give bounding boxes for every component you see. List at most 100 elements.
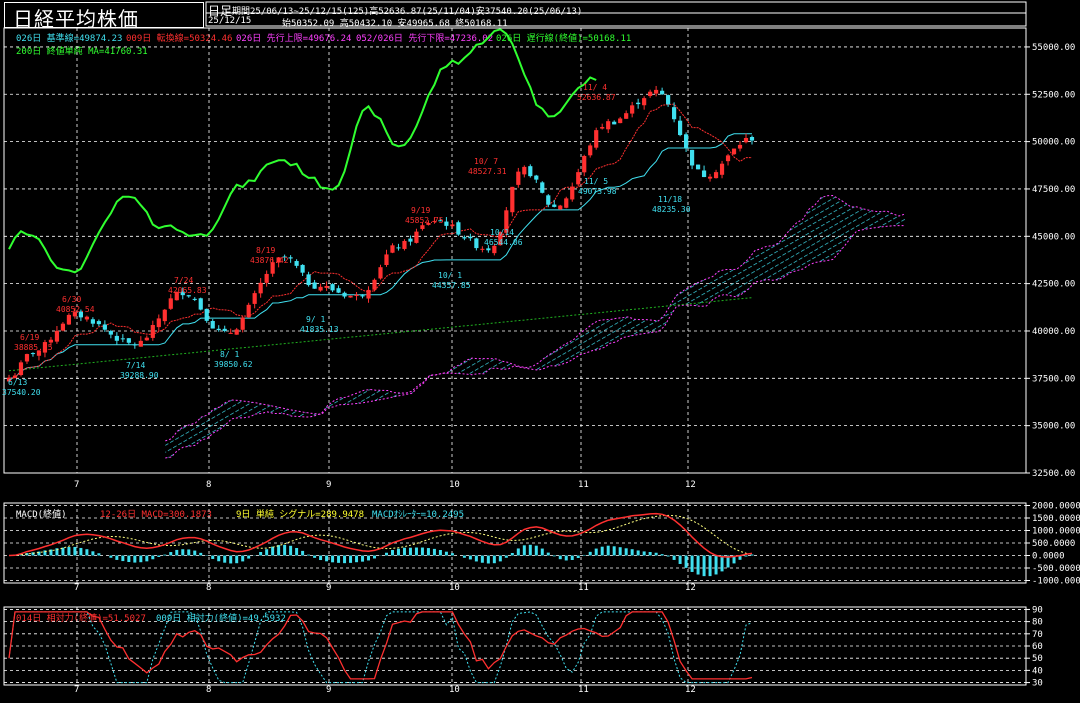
annotation-date: 9/19 xyxy=(411,206,430,215)
candle-body xyxy=(743,137,749,143)
main-panel-frame xyxy=(3,27,1027,474)
candle-body xyxy=(683,134,689,148)
annotation-date: 9/ 1 xyxy=(306,315,325,324)
rsi-tick-label: 30 xyxy=(1032,679,1043,689)
macd-tick-label: -500.0000 xyxy=(1032,564,1080,574)
candle-body xyxy=(270,262,275,274)
candle-body xyxy=(444,221,449,226)
x-tick-label: 7 xyxy=(74,480,79,490)
candle-body xyxy=(102,324,107,330)
candle-body xyxy=(48,339,54,343)
candle-body xyxy=(126,338,131,343)
candle-body xyxy=(534,175,539,180)
price-tick-label: 40000.00 xyxy=(1032,327,1075,337)
price-tick-label: 52500.00 xyxy=(1032,90,1075,100)
annotation-date: 7/24 xyxy=(174,276,193,285)
x-tick-label: 8 xyxy=(206,583,211,593)
candle-body xyxy=(420,225,425,229)
candle-body xyxy=(731,148,737,155)
base-line xyxy=(8,133,752,379)
price-tick-label: 32500.00 xyxy=(1032,469,1075,479)
candle-body xyxy=(252,293,257,304)
candle-body xyxy=(54,330,60,342)
rsi-tick-label: 90 xyxy=(1032,605,1043,615)
annotation-date: 6/19 xyxy=(20,333,39,342)
candle-body xyxy=(84,316,89,320)
annotation-value: 48235.30 xyxy=(652,205,691,214)
candle-body xyxy=(288,257,293,259)
legend-rsi14: 014日 相対力(終値)=51.5027 xyxy=(16,614,146,624)
leading-span-b-line xyxy=(165,225,905,442)
latest-date: 25/12/15 xyxy=(208,16,252,26)
candle-body xyxy=(18,362,24,376)
candle-body xyxy=(30,353,36,355)
price-tick-label: 42500.00 xyxy=(1032,280,1075,290)
grid-lines xyxy=(4,28,1030,685)
candle-body xyxy=(24,354,30,362)
candle-body xyxy=(588,145,593,156)
candle-body xyxy=(749,137,755,141)
macd-panel xyxy=(8,512,754,577)
x-tick-label: 7 xyxy=(74,685,79,695)
candle-body xyxy=(672,107,677,120)
macd-tick-label: -1000.0000 xyxy=(1032,577,1080,587)
candle-body xyxy=(372,279,377,290)
candle-body xyxy=(552,204,557,207)
candle-body xyxy=(426,223,431,225)
price-tick-label: 45000.00 xyxy=(1032,232,1075,242)
x-tick-label: 12 xyxy=(685,583,696,593)
candle-body xyxy=(624,113,629,119)
legend-span-a: 026日 先行上限=49676.24 xyxy=(236,34,352,44)
x-tick-label: 12 xyxy=(685,685,696,695)
candle-body xyxy=(689,149,695,166)
candle-body xyxy=(192,298,197,300)
macd-tick-label: 0.0000 xyxy=(1032,552,1065,562)
macd-tick-label: 2000.0000 xyxy=(1032,502,1080,512)
annotation-value: 38885.15 xyxy=(14,343,53,352)
chart-title: 日経平均株価 xyxy=(13,7,139,31)
legend-span-b: 052/026日 先行下限=47236.02 xyxy=(356,34,494,44)
candle-body xyxy=(78,311,84,318)
candle-body xyxy=(114,335,119,341)
candle-body xyxy=(354,294,359,296)
x-tick-label: 11 xyxy=(578,480,589,490)
candle-body xyxy=(294,261,299,266)
x-tick-label: 9 xyxy=(326,583,331,593)
candle-body xyxy=(570,186,575,200)
legend-macd-title: MACD(終値) xyxy=(16,510,67,520)
candle-body xyxy=(300,264,305,273)
candle-body xyxy=(564,198,569,208)
candle-body xyxy=(462,237,467,239)
annotation-date: 8/19 xyxy=(256,246,275,255)
legend-lagging-span: 026日 遅行線(終値)=50168.11 xyxy=(496,34,632,44)
x-tick-label: 8 xyxy=(206,685,211,695)
candle-body xyxy=(378,267,383,279)
candle-body xyxy=(618,118,623,124)
legend-base-line: 026日 基準線=49874.23 xyxy=(16,34,123,44)
candle-body xyxy=(492,245,497,254)
panel-frames xyxy=(3,1,1027,686)
candle-body xyxy=(204,308,209,321)
candle-body xyxy=(498,232,503,246)
candle-body xyxy=(120,338,125,340)
candle-body xyxy=(528,166,533,177)
price-tick-label: 35000.00 xyxy=(1032,422,1075,432)
candle-body xyxy=(324,285,329,288)
annotation-value: 46544.06 xyxy=(484,238,523,247)
candle-body xyxy=(402,240,407,249)
candle-body xyxy=(36,350,42,356)
candle-body xyxy=(246,304,251,318)
candle-body xyxy=(660,90,665,95)
candle-body xyxy=(150,324,155,338)
annotation-value: 39288.90 xyxy=(120,371,159,380)
x-tick-label: 10 xyxy=(449,583,460,593)
candle-body xyxy=(594,130,599,148)
candle-body xyxy=(264,273,269,283)
candle-body xyxy=(366,289,371,299)
candle-body xyxy=(666,95,671,105)
macd-tick-label: 1000.0000 xyxy=(1032,527,1080,537)
annotation-value: 37540.20 xyxy=(2,388,41,397)
candle-body xyxy=(450,224,455,227)
candle-body xyxy=(342,292,347,297)
